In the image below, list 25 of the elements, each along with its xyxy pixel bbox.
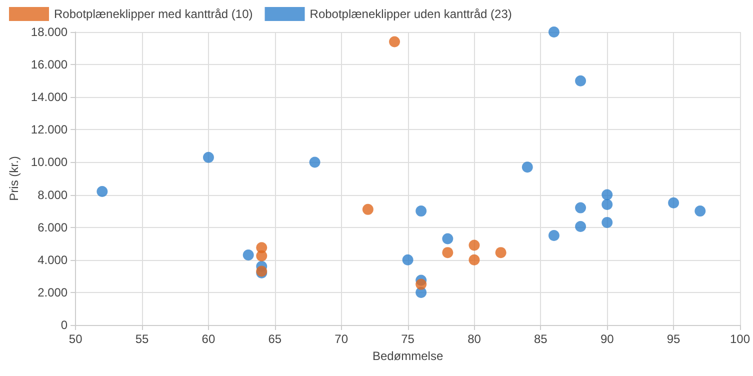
x-tick-label: 85 (534, 332, 548, 346)
y-tick-label: 6.000 (38, 220, 68, 234)
y-tick-label: 8.000 (38, 188, 68, 202)
y-tick-label: 18.000 (30, 25, 68, 39)
x-tick-label: 80 (468, 332, 482, 346)
legend-label: Robotplæneklipper med kanttråd (10) (54, 7, 253, 21)
x-tick-label: 95 (666, 332, 681, 346)
y-axis-title: Pris (kr.) (7, 156, 21, 201)
x-tick-label: 50 (68, 332, 83, 346)
y-tick-label: 12.000 (30, 122, 68, 137)
x-tick-label: 90 (600, 332, 614, 346)
x-tick-label: 75 (401, 332, 415, 346)
x-axis-title: Bedømmelse (372, 348, 444, 363)
y-tick-label: 16.000 (30, 58, 68, 72)
legend-label: Robotplæneklipper uden kanttråd (23) (310, 7, 512, 21)
y-tick-label: 4.000 (38, 252, 68, 267)
x-tick-label: 60 (202, 332, 216, 346)
x-tick-label: 65 (268, 332, 282, 346)
x-tick-label: 55 (135, 332, 150, 346)
y-tick-label: 0 (60, 318, 68, 332)
y-tick-label: 2.000 (38, 285, 68, 300)
y-tick-label: 14.000 (30, 90, 68, 104)
x-tick-label: 70 (334, 332, 348, 346)
y-tick-label: 10.000 (30, 155, 68, 170)
x-tick-label: 100 (730, 332, 750, 346)
